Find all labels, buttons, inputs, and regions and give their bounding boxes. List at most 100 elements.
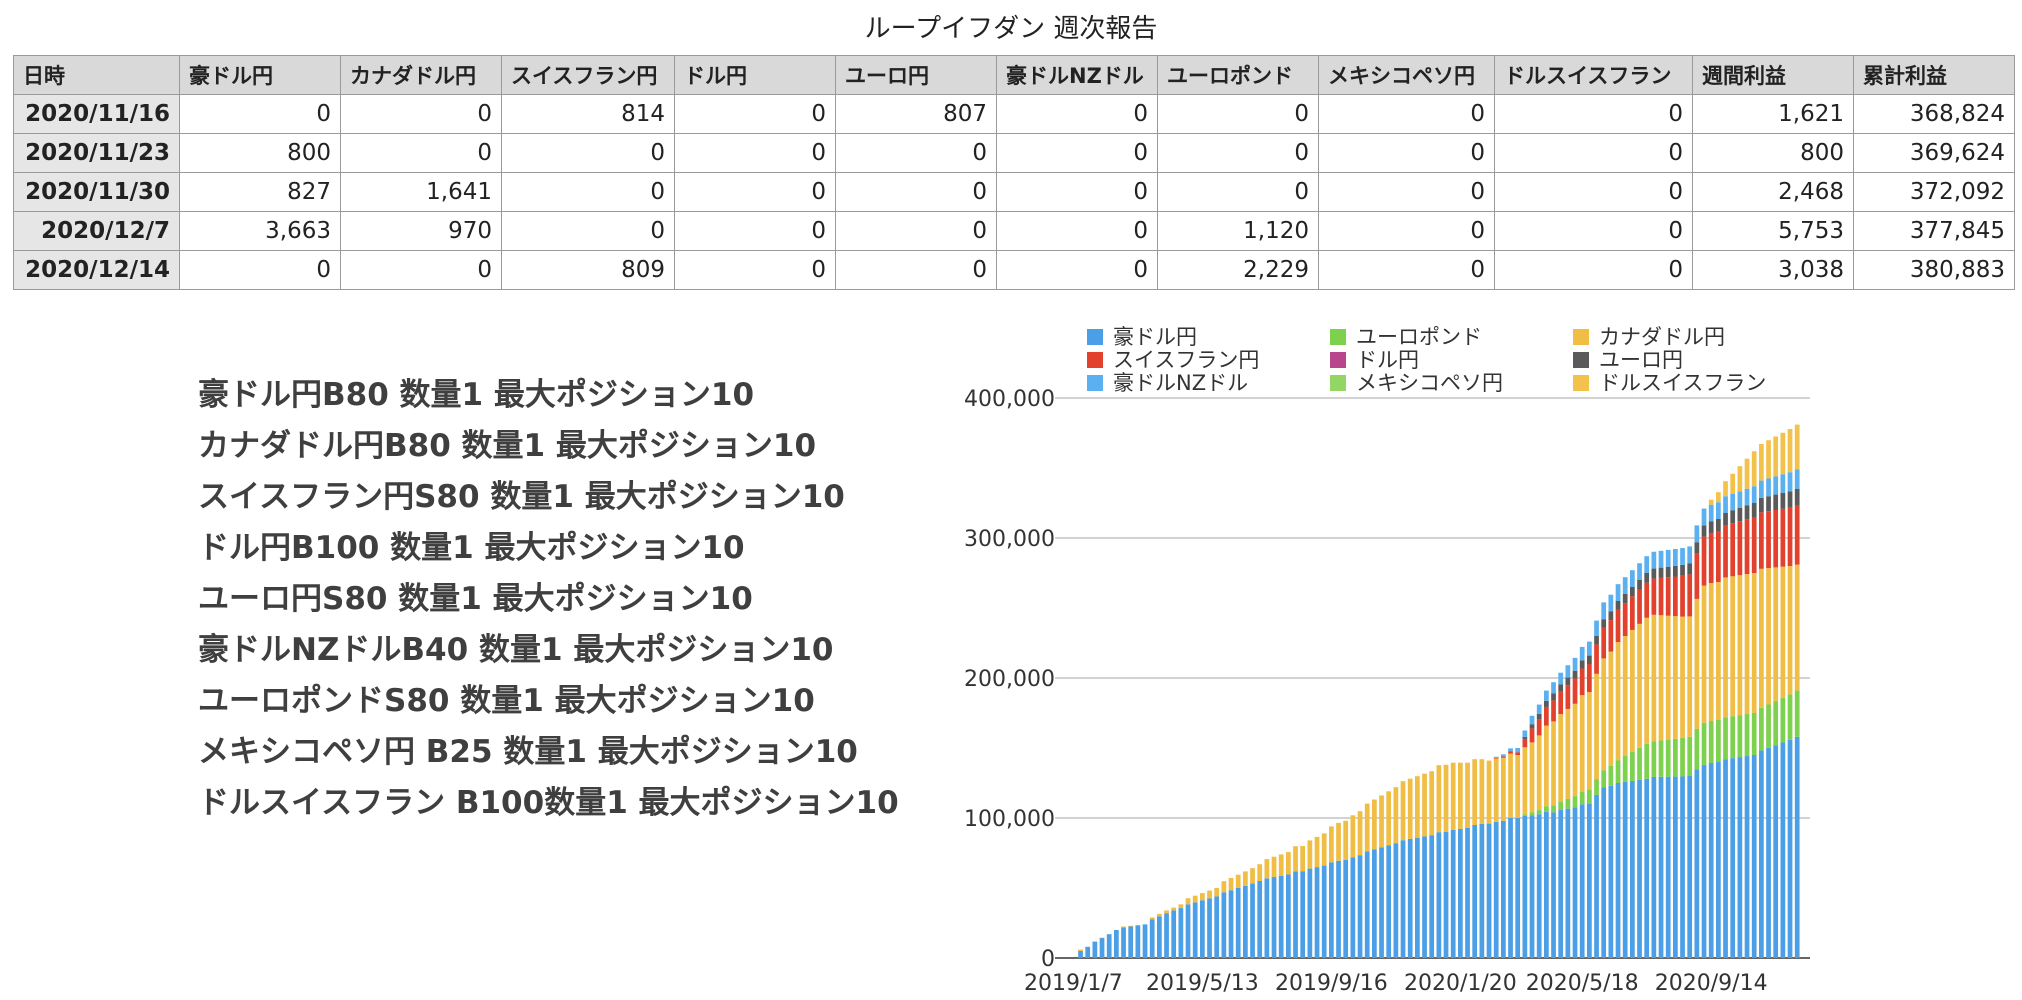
legend-swatch <box>1087 375 1103 391</box>
bar-segment <box>1493 758 1499 822</box>
bar-segment <box>1751 713 1757 755</box>
bar-segment <box>1207 890 1212 899</box>
bar-segment <box>1364 803 1370 852</box>
bar-segment <box>1759 512 1764 569</box>
bar-segment <box>1766 747 1771 958</box>
value-cell: 0 <box>996 211 1158 251</box>
bar-segment <box>1730 523 1736 577</box>
value-cell: 0 <box>1494 133 1693 173</box>
bar-segment <box>1207 898 1212 958</box>
bar-segment <box>1737 757 1743 958</box>
value-cell: 0 <box>1318 211 1495 251</box>
bar-segment <box>1536 814 1542 958</box>
bar-segment <box>1329 826 1334 863</box>
bar-segment <box>1472 825 1478 958</box>
bar-segment <box>1078 949 1083 951</box>
bar-segment <box>1529 812 1535 816</box>
value-cell: 0 <box>1318 94 1495 134</box>
bar-segment <box>1751 486 1757 503</box>
bar-segment <box>1751 573 1757 713</box>
bar-segment <box>1515 748 1521 753</box>
bar-segment <box>1637 623 1642 748</box>
bar-segment <box>1701 722 1707 765</box>
bar-segment <box>1730 493 1736 511</box>
bar-segment <box>1235 888 1241 958</box>
bar-segment <box>1594 673 1599 780</box>
bar-segment <box>1558 714 1564 802</box>
bar-segment <box>1744 505 1750 520</box>
bar-segment <box>1085 946 1091 958</box>
bar-segment <box>1579 804 1585 958</box>
bar-segment <box>1773 701 1779 746</box>
x-tick-label: 2020/5/18 <box>1526 971 1639 996</box>
bar-segment <box>1407 778 1413 839</box>
bar-segment <box>1665 549 1671 567</box>
table-header-row: 日時 豪ドル円 カナダドル円 スイスフラン円 ドル円 ユーロ円 豪ドルNZドル … <box>13 55 2015 95</box>
bar-segment <box>1486 823 1492 958</box>
bar-segment <box>1336 822 1341 861</box>
bar-segment <box>1221 892 1227 958</box>
bar-segment <box>1751 503 1757 517</box>
value-cell: 0 <box>996 133 1158 173</box>
bar-segment <box>1544 690 1549 701</box>
table-row: 2020/11/30 827 1,641 0 0 0 0 0 0 0 2,468 372,092 <box>13 172 2015 212</box>
value-cell: 2,468 <box>1692 172 1854 212</box>
bar-segment <box>1680 737 1685 777</box>
x-tick-label: 2020/1/20 <box>1404 971 1517 996</box>
weekly-report-table: 日時 豪ドル円 カナダドル円 スイスフラン円 ドル円 ユーロ円 豪ドルNZドル … <box>13 55 2015 290</box>
bar-segment <box>1723 513 1728 526</box>
bar-segment <box>1766 440 1771 479</box>
bar-segment <box>1171 910 1177 958</box>
bar-segment <box>1551 700 1556 722</box>
value-cell: 0 <box>1494 250 1693 290</box>
column-header: ユーロ円 <box>835 55 997 95</box>
bar-segment <box>1493 757 1499 759</box>
bar-segment <box>1458 828 1463 958</box>
bar-segment <box>1307 840 1313 869</box>
bar-segment <box>1622 603 1628 636</box>
bar-segment <box>1121 927 1126 958</box>
bar-segment <box>1787 566 1793 695</box>
bar-segment <box>1787 491 1793 508</box>
bar-segment <box>1637 747 1642 780</box>
bar-segment <box>1730 510 1736 524</box>
y-tick-label: 300,000 <box>964 527 1055 552</box>
value-cell: 0 <box>674 250 836 290</box>
bar-segment <box>1458 762 1463 829</box>
bar-segment <box>1759 568 1764 708</box>
bar-segment <box>1544 811 1549 958</box>
bar-segment <box>1780 508 1786 567</box>
bar-segment <box>1314 836 1320 868</box>
bar-segment <box>1615 584 1621 601</box>
bar-segment <box>1278 854 1284 876</box>
bar-segment <box>1243 871 1248 886</box>
bar-segment <box>1794 424 1800 470</box>
bar-segment <box>1723 759 1728 958</box>
value-cell: 372,092 <box>1853 172 2015 212</box>
value-cell: 970 <box>340 211 502 251</box>
bar-segment <box>1680 575 1685 617</box>
bar-segment <box>1673 616 1678 739</box>
bar-segment <box>1522 815 1528 958</box>
bar-segment <box>1687 736 1693 776</box>
bar-segment <box>1759 480 1764 498</box>
bar-segment <box>1214 896 1220 958</box>
bar-segment <box>1587 655 1592 664</box>
bar-segment <box>1694 769 1700 958</box>
bar-segment <box>1744 574 1750 715</box>
date-cell: 2020/12/7 <box>13 211 180 251</box>
bar-segment <box>1787 507 1793 566</box>
value-cell: 0 <box>1318 172 1495 212</box>
value-cell: 0 <box>835 211 997 251</box>
bar-segment <box>1436 765 1442 833</box>
value-cell: 368,824 <box>1853 94 2015 134</box>
column-header: 週間利益 <box>1692 55 1854 95</box>
y-tick-label: 100,000 <box>964 807 1055 832</box>
value-cell: 0 <box>996 250 1158 290</box>
bar-segment <box>1687 546 1693 564</box>
value-cell: 369,624 <box>1853 133 2015 173</box>
bar-segment <box>1314 867 1320 958</box>
bar-segment <box>1794 469 1800 489</box>
y-tick-label: 400,000 <box>964 387 1055 412</box>
bar-segment <box>1615 783 1621 958</box>
